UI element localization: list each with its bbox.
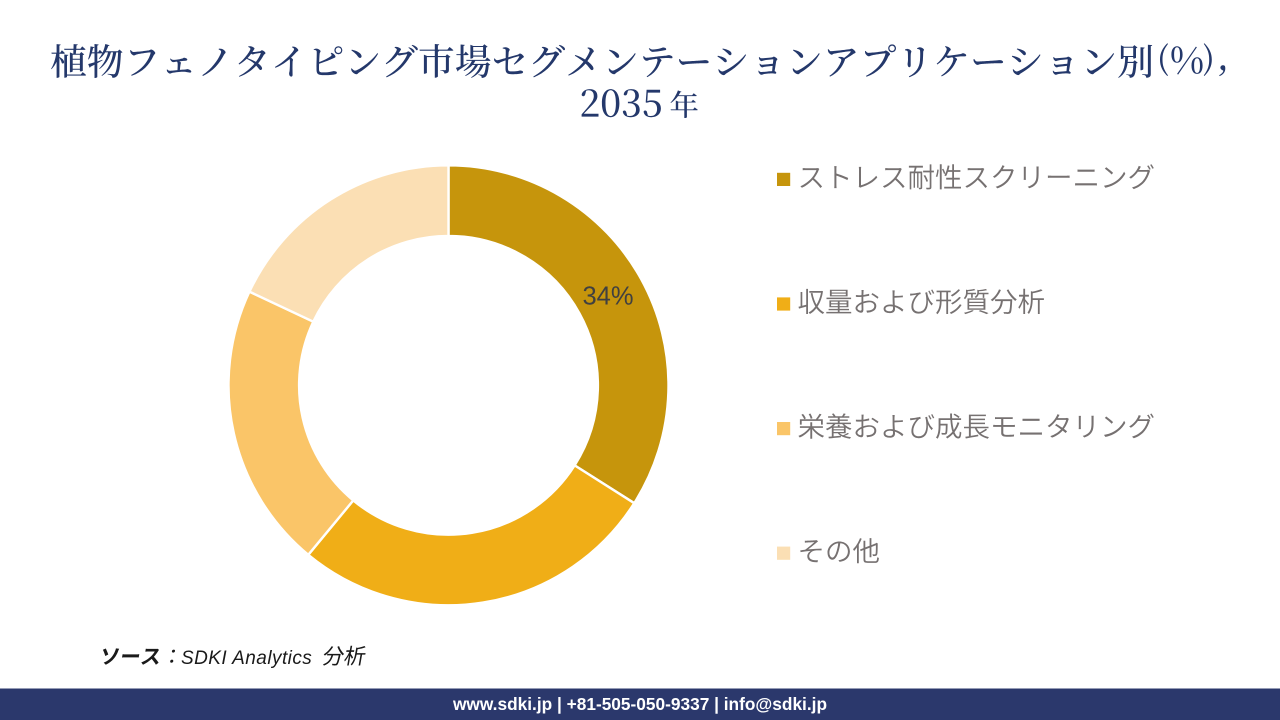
svg-text:www.sdki.jp | +81-505-050-9337: www.sdki.jp | +81-505-050-9337 | info@sd… (452, 694, 827, 714)
svg-text:SDKI Analytics: SDKI Analytics (181, 648, 312, 669)
svg-text:34%: 34% (582, 283, 633, 311)
